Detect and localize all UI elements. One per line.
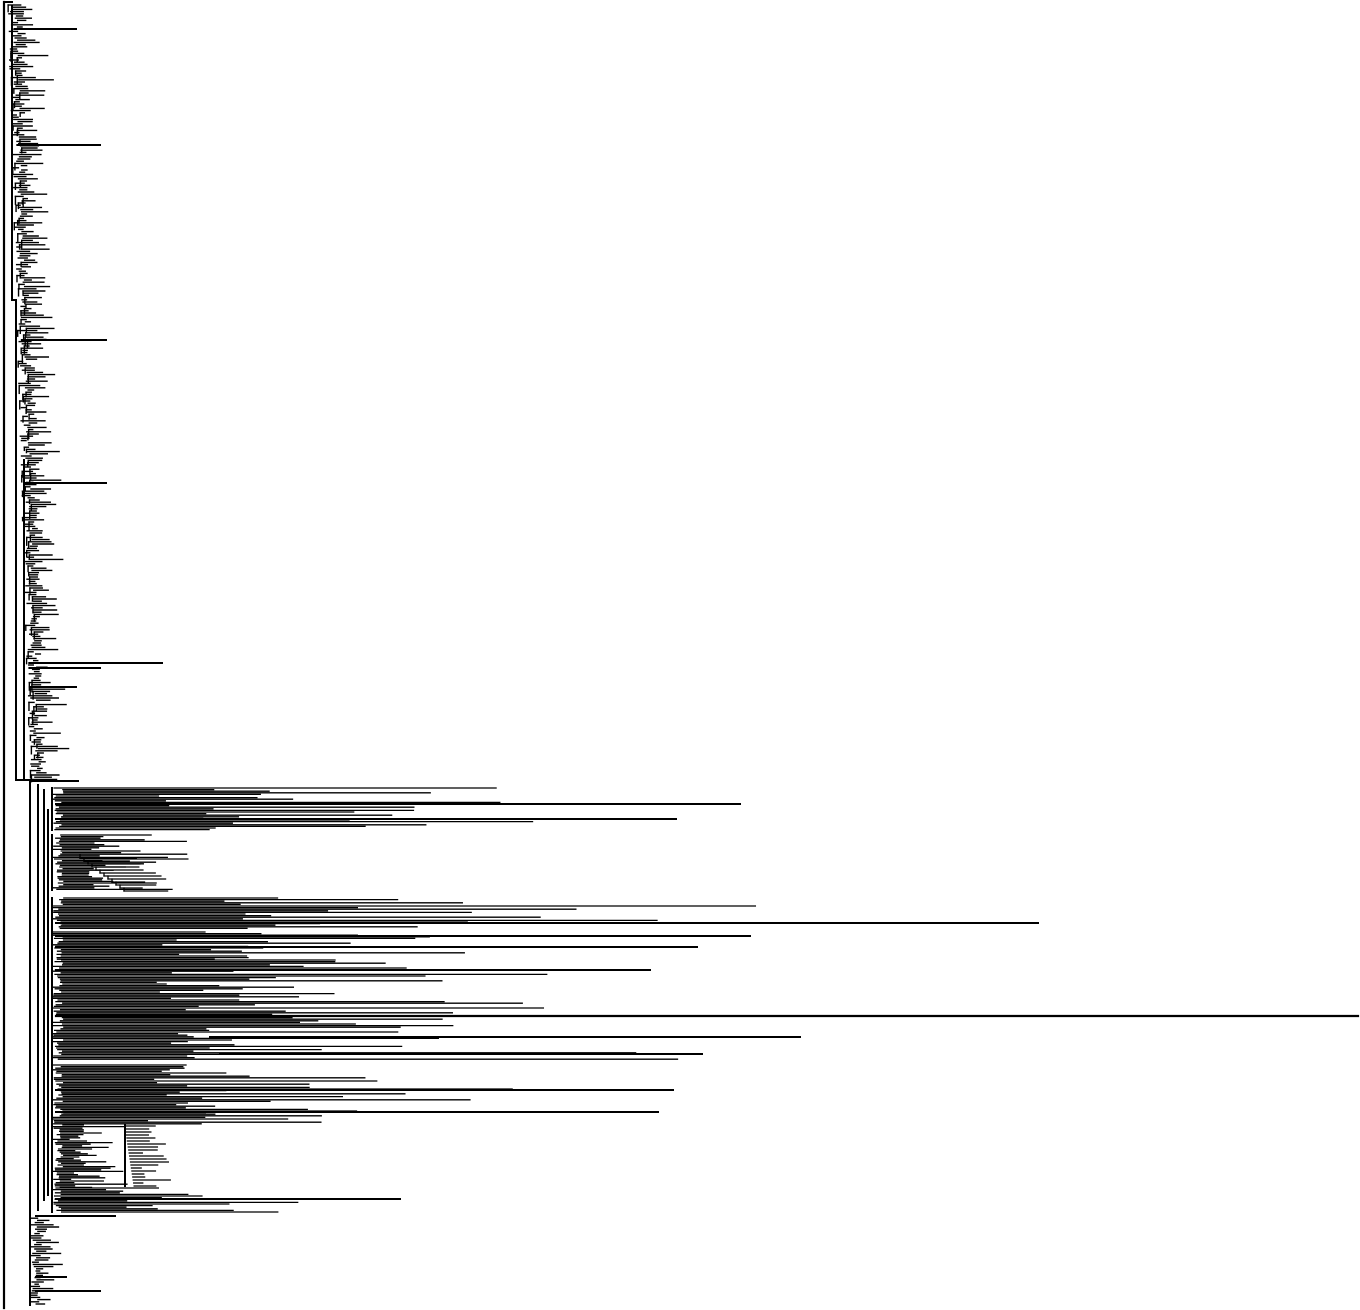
upper-clade-short-branches xyxy=(7,4,163,783)
lower-clade-long-branches xyxy=(51,787,1360,1213)
bottom-clade-short-branches xyxy=(29,1215,116,1305)
